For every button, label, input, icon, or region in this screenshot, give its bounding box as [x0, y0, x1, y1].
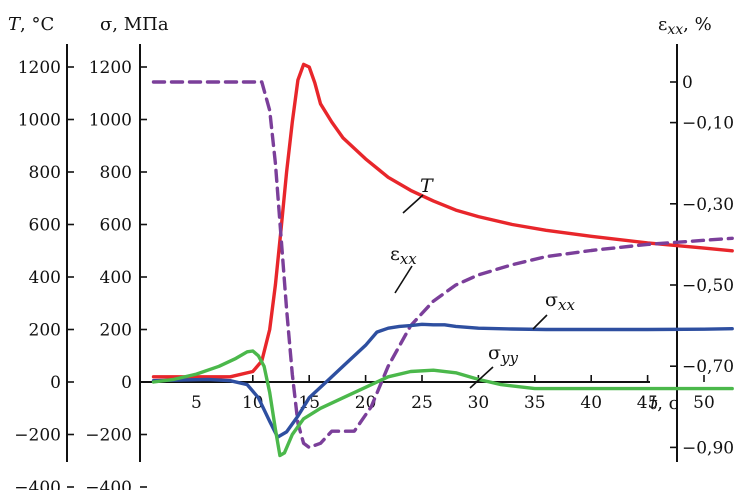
stress-tick-label: 800 [100, 163, 132, 183]
time-axis-title: t, c [650, 393, 679, 414]
strain-xx-label-leader [394, 265, 413, 294]
temperature-tick-label: −400 [14, 478, 61, 490]
time-tick-label: 40 [580, 393, 602, 413]
strain-tick-label: −0,30 [682, 195, 734, 215]
temperature-series-label: T [420, 175, 434, 197]
temperature-tick-label: −200 [14, 426, 61, 446]
series-temperature-line [151, 62, 734, 379]
temperature-axis-title: T, °C [8, 14, 54, 35]
strain-tick-label: −0,70 [682, 357, 734, 377]
series-strain-xx-line [151, 80, 734, 450]
temperature-label-leader [402, 194, 424, 214]
strain-tick-label: −0,90 [682, 438, 734, 458]
temperature-tick-label: 0 [50, 373, 61, 393]
time-tick-label: 50 [693, 393, 715, 413]
time-tick-label: 5 [191, 393, 202, 413]
strain-tick-label: −0,50 [682, 276, 734, 296]
axes: 120010008006004002000−200−40012001000800… [8, 14, 734, 490]
stress-xx-series-label: σxx [545, 289, 575, 314]
strain-tick-label: −0,10 [682, 114, 734, 134]
stress-tick-label: 1200 [89, 58, 132, 78]
strain-axis-title: εxx, % [658, 14, 712, 38]
temperature-tick-label: 400 [29, 268, 61, 288]
strain-xx-series-label: εxx [390, 243, 417, 268]
strain-tick-label: 0 [682, 73, 693, 93]
temperature-tick-label: 200 [29, 321, 61, 341]
stress-tick-label: −400 [85, 478, 132, 490]
time-tick-label: 45 [637, 393, 659, 413]
time-tick-label: 25 [411, 393, 433, 413]
time-tick-label: 30 [468, 393, 490, 413]
stress-xx-label-leader [532, 314, 548, 330]
stress-tick-label: 600 [100, 216, 132, 236]
temperature-tick-label: 600 [29, 216, 61, 236]
stress-tick-label: 200 [100, 321, 132, 341]
series-stress-yy-line [151, 349, 734, 458]
stress-yy-label-leader [469, 366, 494, 389]
stress-tick-label: 1000 [89, 111, 132, 131]
temperature-tick-label: 1000 [18, 111, 61, 131]
stress-tick-label: 0 [121, 373, 132, 393]
stress-tick-label: −200 [85, 426, 132, 446]
stress-yy-series-label: σyy [488, 342, 518, 367]
temperature-tick-label: 800 [29, 163, 61, 183]
stress-tick-label: 400 [100, 268, 132, 288]
stress-axis-title: σ, МПа [100, 14, 169, 35]
series-group [151, 62, 734, 458]
temperature-tick-label: 1200 [18, 58, 61, 78]
time-tick-label: 35 [524, 393, 546, 413]
series-stress-xx-line [151, 322, 734, 439]
